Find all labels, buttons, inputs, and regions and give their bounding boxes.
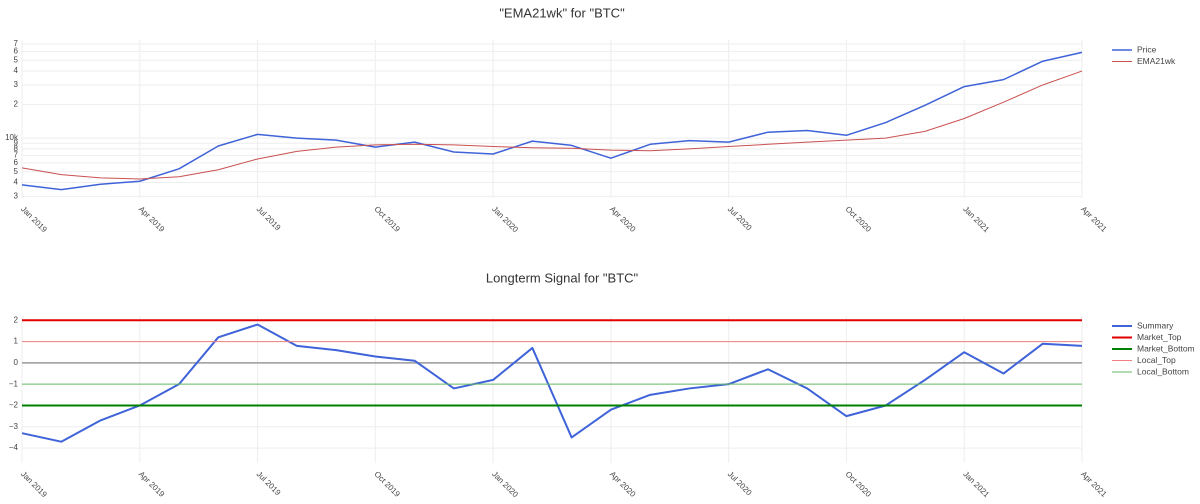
y-tick-label: −4 (9, 443, 19, 452)
x-tick-label: Jul 2020 (726, 470, 754, 498)
y-tick-label: 7 (14, 39, 19, 48)
y-tick-label: 4 (14, 66, 19, 75)
y-tick-label: 5 (14, 167, 19, 176)
x-tick-label: Apr 2021 (1079, 205, 1109, 235)
legend-label: EMA21wk (1137, 56, 1176, 66)
y-tick-label: 3 (14, 80, 19, 89)
legend-label: Local_Top (1137, 355, 1176, 365)
x-tick-label: Jan 2019 (19, 470, 49, 500)
legend-label: Price (1137, 44, 1157, 54)
y-tick-label: −3 (9, 422, 19, 431)
y-tick-label: 2 (14, 100, 19, 109)
chart-title: "EMA21wk" for "BTC" (499, 5, 625, 20)
legend-label: Summary (1137, 320, 1174, 330)
y-tick-label: −2 (9, 401, 19, 410)
x-tick-label: Oct 2020 (844, 470, 874, 500)
x-tick-label: Jan 2021 (961, 470, 991, 500)
y-tick-label: 9 (14, 138, 19, 147)
x-tick-label: Oct 2019 (372, 470, 402, 500)
chart-title: Longterm Signal for "BTC" (486, 270, 639, 285)
y-tick-label: 5 (14, 55, 19, 64)
x-tick-label: Jul 2020 (726, 205, 754, 233)
x-tick-label: Jan 2019 (19, 205, 49, 235)
legend-label: Local_Bottom (1137, 366, 1189, 376)
data-line (21, 70, 1083, 180)
x-tick-label: Apr 2020 (608, 470, 638, 500)
legend-label: Market_Top (1137, 332, 1182, 342)
x-tick-label: Oct 2019 (372, 205, 402, 235)
x-tick-label: Apr 2019 (137, 470, 167, 500)
y-tick-label: 4 (14, 178, 19, 187)
y-tick-label: 6 (14, 158, 19, 167)
data-line (21, 51, 1083, 191)
x-tick-label: Apr 2021 (1079, 470, 1109, 500)
y-tick-label: 3 (14, 191, 19, 200)
x-tick-label: Apr 2020 (608, 205, 638, 235)
x-tick-label: Oct 2020 (844, 205, 874, 235)
legend-label: Market_Bottom (1137, 343, 1195, 353)
x-tick-label: Apr 2019 (137, 205, 167, 235)
y-tick-label: 0 (14, 358, 19, 367)
y-tick-label: 1 (14, 337, 19, 346)
data-line (21, 323, 1083, 443)
y-tick-label: 7 (14, 150, 19, 159)
x-tick-label: Jan 2021 (961, 205, 991, 235)
y-tick-label: 10k (5, 133, 19, 142)
y-tick-label: 2 (14, 315, 19, 324)
x-tick-label: Jul 2019 (255, 470, 283, 498)
x-tick-label: Jan 2020 (490, 470, 520, 500)
y-tick-label: 6 (14, 47, 19, 56)
y-tick-label: −1 (9, 379, 19, 388)
x-tick-label: Jan 2020 (490, 205, 520, 235)
y-tick-label: 8 (14, 144, 19, 153)
x-tick-label: Jul 2019 (255, 205, 283, 233)
